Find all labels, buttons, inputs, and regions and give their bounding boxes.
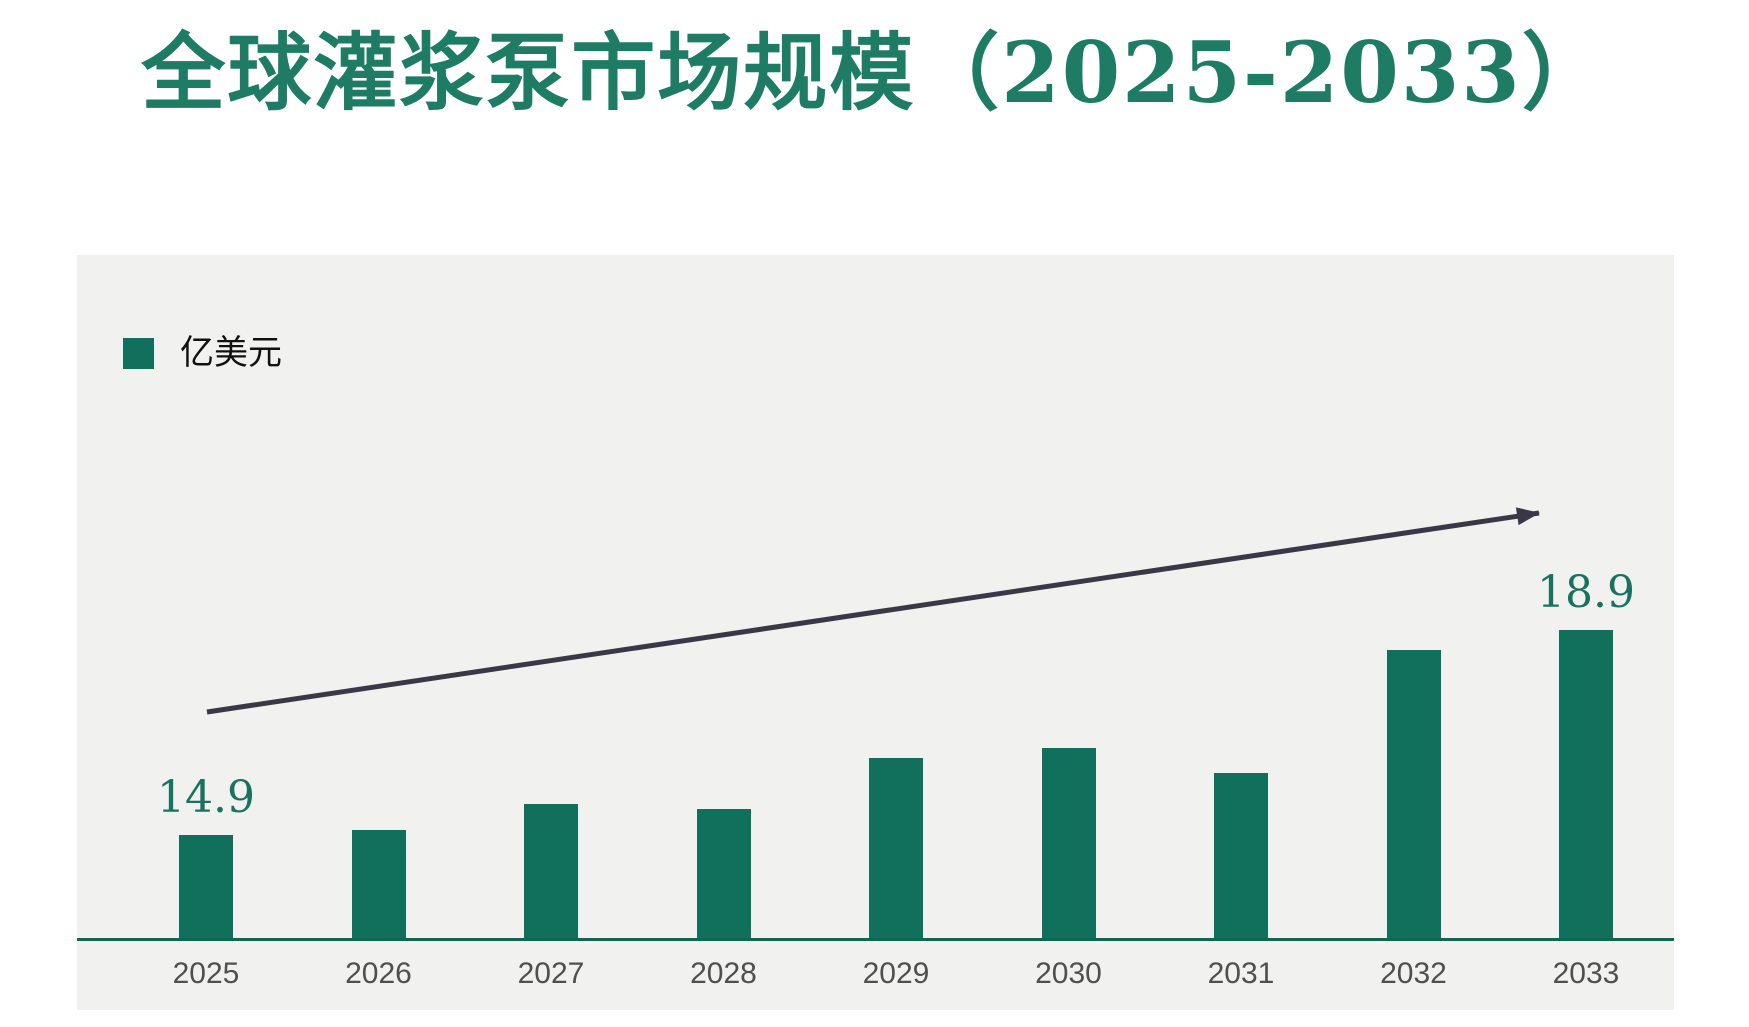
bar-2028	[696, 809, 751, 938]
x-axis-tick-2027: 2027	[517, 957, 585, 990]
x-axis-tick-2031: 2031	[1207, 957, 1275, 990]
x-axis-tick-2026: 2026	[345, 957, 412, 990]
bar-2025	[179, 835, 233, 938]
x-axis-tick-2030: 2030	[1035, 957, 1102, 990]
bar-2032	[1386, 650, 1441, 938]
x-axis-tick-2025: 2025	[172, 957, 240, 990]
trend-arrow	[206, 507, 1540, 715]
legend-swatch-icon	[123, 337, 154, 369]
plot-panel: 亿美元 14.9 2025 2026 2027 2028 2029 2030 2031 2032…	[77, 255, 1674, 1010]
x-axis-line	[77, 938, 1674, 941]
bar-2026	[351, 830, 406, 938]
bar-2033	[1559, 630, 1613, 938]
chart-title: 全球灌浆泵市场规模（2025-2033）	[141, 23, 1608, 122]
bar-2030	[1041, 748, 1096, 938]
bar-value-label-2025: 14.9	[157, 772, 255, 823]
x-axis-tick-2028: 2028	[690, 957, 757, 990]
x-axis-tick-2032: 2032	[1380, 957, 1447, 990]
legend-label: 亿美元	[180, 333, 282, 373]
x-axis-tick-2029: 2029	[862, 957, 930, 990]
bar-2031	[1214, 773, 1268, 938]
bar-2027	[524, 804, 578, 938]
x-axis-tick-2033: 2033	[1552, 957, 1620, 990]
bar-value-label-2033: 18.9	[1537, 567, 1635, 618]
bar-2029	[869, 758, 923, 938]
legend: 亿美元	[123, 333, 282, 373]
